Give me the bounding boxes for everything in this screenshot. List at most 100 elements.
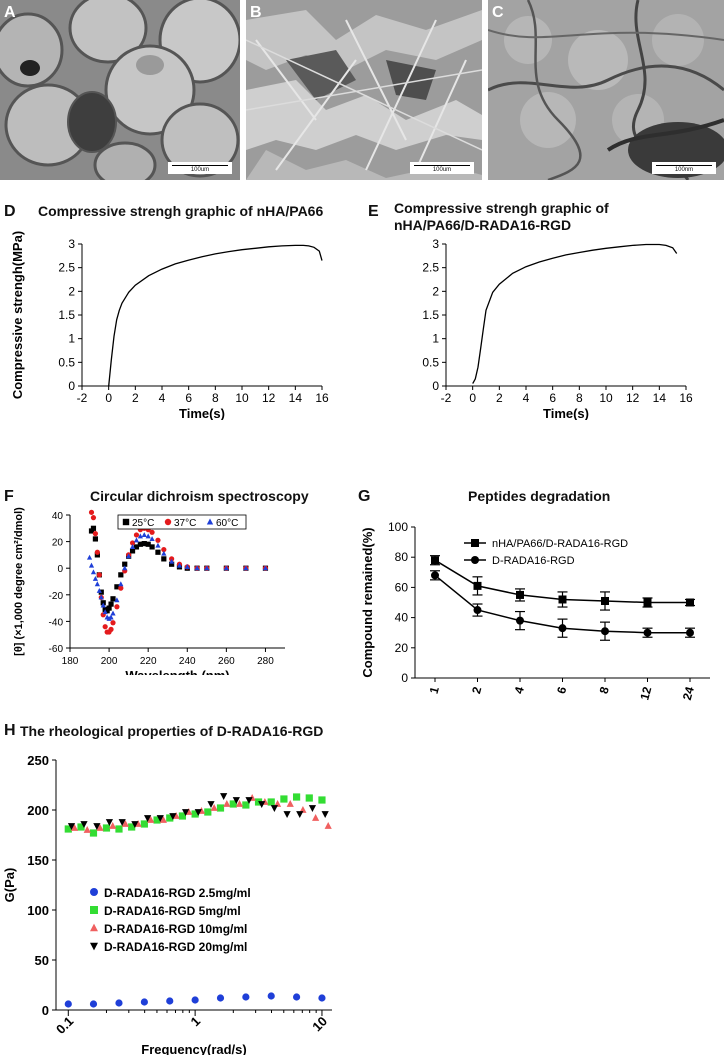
chart-e-y-tick-label: 1.5 xyxy=(422,308,439,322)
chart-h-point-square xyxy=(141,820,148,827)
chart-f-x-tick-label: 260 xyxy=(218,656,235,667)
chart-e-x-tick-label: 8 xyxy=(576,391,583,405)
chart-e-x-tick-label: -2 xyxy=(441,391,452,405)
chart-h-point-triangle xyxy=(325,822,332,829)
chart-f-x-tick-label: 220 xyxy=(140,656,157,667)
micrograph-b: B 100um xyxy=(246,0,482,180)
chart-f-legend-label: 25°C xyxy=(132,518,154,529)
chart-g-x-tick-label: 12 xyxy=(637,685,654,702)
chart-h-point-triangle-down xyxy=(220,793,227,800)
chart-g-point-square xyxy=(559,595,567,603)
panel-label-h: H xyxy=(4,722,16,740)
chart-h-point-circle xyxy=(268,992,275,999)
chart-g-x-tick-label: 2 xyxy=(469,685,484,695)
chart-h-point-square xyxy=(306,794,313,801)
chart-h-point-triangle-down xyxy=(271,805,278,812)
chart-f-point-square xyxy=(110,596,115,601)
chart-f-x-tick-label: 200 xyxy=(101,656,118,667)
micrograph-a: A 100um xyxy=(0,0,240,180)
chart-f-point-triangle xyxy=(89,563,94,568)
panel-label-e: E xyxy=(368,203,379,221)
chart-f-x-tick-label: 240 xyxy=(179,656,196,667)
chart-h-point-square xyxy=(268,798,275,805)
chart-f-point-square xyxy=(161,556,166,561)
chart-h-point-square xyxy=(204,808,211,815)
chart-f-point-circle xyxy=(95,550,100,555)
chart-h-point-square xyxy=(90,829,97,836)
chart-g-point-circle xyxy=(516,617,524,625)
chart-h-point-square xyxy=(280,795,287,802)
chart-f-legend-label: 60°C xyxy=(216,518,238,529)
chart-g-y-tick-label: 80 xyxy=(395,550,409,564)
chart-d-y-tick-label: 2 xyxy=(68,284,75,298)
chart-g-point-square xyxy=(474,582,482,590)
chart-h-point-triangle-down xyxy=(296,811,303,818)
chart-g-point-circle xyxy=(474,606,482,614)
chart-d: 00.511.522.53-2 0 2 4 6 8 10 12 14 16Time(s)Compr… xyxy=(0,230,360,420)
chart-h-y-tick-label: 0 xyxy=(42,1003,49,1018)
chart-h-point-circle xyxy=(293,993,300,1000)
chart-h-xlabel: Frequency(rad/s) xyxy=(141,1042,246,1055)
chart-f-point-square xyxy=(118,572,123,577)
chart-f-point-triangle xyxy=(110,611,115,616)
chart-h-point-circle xyxy=(115,999,122,1006)
sem-image-b xyxy=(246,0,482,180)
chart-g-title: Peptides degradation xyxy=(468,488,610,504)
chart-d-y-tick-label: 0 xyxy=(68,379,75,393)
chart-f-y-tick-label: -60 xyxy=(49,644,64,655)
chart-e-y-tick-label: 3 xyxy=(432,237,439,251)
chart-g-point-square xyxy=(516,591,524,599)
chart-h-legend-marker xyxy=(90,924,98,932)
chart-h-point-circle xyxy=(217,994,224,1001)
chart-e-y-tick-label: 0.5 xyxy=(422,355,439,369)
chart-f-point-circle xyxy=(118,586,123,591)
chart-e-title: Compressive strengh graphic of nHA/PA66/… xyxy=(394,200,694,234)
chart-f-point-circle xyxy=(91,515,96,520)
chart-h-point-triangle xyxy=(84,826,91,833)
chart-e-x-tick-label: 12 xyxy=(626,391,640,405)
chart-f-point-circle xyxy=(134,532,139,537)
chart-f-point-circle xyxy=(93,531,98,536)
chart-e-series-line xyxy=(473,245,677,384)
panel-label-g: G xyxy=(358,488,370,506)
chart-h-point-triangle xyxy=(312,814,319,821)
chart-h-point-circle xyxy=(192,996,199,1003)
chart-h-legend-marker xyxy=(90,888,98,896)
chart-e-y-tick-label: 2 xyxy=(432,284,439,298)
chart-e-x-tick-label: 14 xyxy=(653,391,667,405)
panel-label-b: B xyxy=(250,4,262,22)
chart-g-y-tick-label: 20 xyxy=(395,641,409,655)
chart-h-point-square xyxy=(217,804,224,811)
chart-h-point-circle xyxy=(166,997,173,1004)
chart-h-point-triangle xyxy=(223,800,230,807)
chart-f-legend-label: 37°C xyxy=(174,518,196,529)
chart-h-y-tick-label: 100 xyxy=(27,903,49,918)
chart-g-point-circle xyxy=(431,571,439,579)
chart-e-x-tick-label: 4 xyxy=(523,391,530,405)
chart-g-point-circle xyxy=(686,629,694,637)
chart-f-y-tick-label: -40 xyxy=(49,617,64,628)
chart-f-x-tick-label: 280 xyxy=(257,656,274,667)
chart-f-point-square xyxy=(91,526,96,531)
chart-g-point-circle xyxy=(559,624,567,632)
chart-f-point-circle xyxy=(149,530,154,535)
chart-d-x-tick-label: 10 xyxy=(235,391,249,405)
chart-f-y-tick-label: -20 xyxy=(49,591,64,602)
chart-f-point-circle xyxy=(114,604,119,609)
chart-h-point-triangle xyxy=(287,800,294,807)
chart-e-xlabel: Time(s) xyxy=(543,406,589,420)
chart-d-x-tick-label: 4 xyxy=(159,391,166,405)
chart-h-legend-marker xyxy=(90,943,98,951)
chart-g-ylabel: Compound remained(%) xyxy=(360,527,375,677)
chart-e-y-tick-label: 0 xyxy=(432,379,439,393)
chart-g-x-tick-label: 1 xyxy=(427,685,442,695)
chart-f: -60-40-2002040180 200 220 240 260 28025°C 37°C… xyxy=(0,505,340,675)
chart-d-x-tick-label: 2 xyxy=(132,391,139,405)
chart-e-x-tick-label: 0 xyxy=(469,391,476,405)
chart-d-y-tick-label: 1 xyxy=(68,332,75,346)
chart-h-point-triangle-down xyxy=(309,805,316,812)
chart-h-legend-label: D-RADA16-RGD 20mg/ml xyxy=(104,940,247,954)
chart-g-point-square xyxy=(644,599,652,607)
panel-label-d: D xyxy=(4,203,16,221)
